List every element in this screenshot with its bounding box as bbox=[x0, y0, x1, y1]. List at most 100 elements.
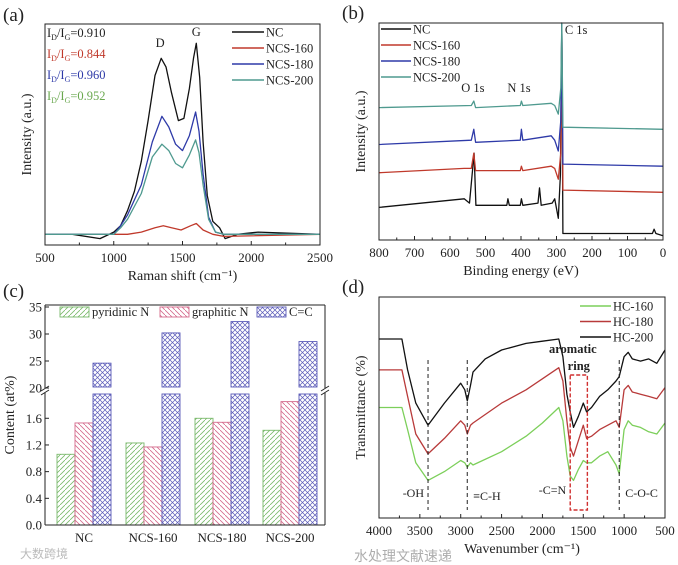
y-axis-title: Intensity (a.u.) bbox=[20, 93, 35, 175]
legend-label: NCS-160 bbox=[413, 39, 460, 53]
panel-label-c: (c) bbox=[3, 281, 24, 302]
ratio-sub1: D bbox=[51, 75, 57, 84]
legend-label: HC-180 bbox=[613, 315, 653, 329]
series-line-ncs-160 bbox=[45, 222, 321, 238]
band-label: -C=N bbox=[539, 483, 567, 497]
series-line-ncs-200 bbox=[378, 22, 664, 130]
ratio-value: =0.952 bbox=[70, 89, 105, 103]
x-category-label: NCS-180 bbox=[197, 530, 246, 545]
x-category-label: NCS-200 bbox=[265, 530, 314, 545]
x-tick-label: 1500 bbox=[170, 250, 196, 265]
y-tick-label: 20 bbox=[29, 381, 42, 396]
ratio-prefix: I bbox=[47, 89, 51, 103]
y-axis-title: Content (at%) bbox=[3, 375, 18, 454]
x-tick-label: 1000 bbox=[611, 523, 637, 538]
panel-d: 4000 3500 3000 2500 2000 1500 1000 500 Wavenumbe… bbox=[354, 296, 675, 557]
ratio-sub1: D bbox=[51, 96, 57, 105]
x-tick-label: 700 bbox=[405, 245, 425, 260]
x-tick-label: 4000 bbox=[366, 523, 392, 538]
y-tick-label: 35 bbox=[29, 300, 42, 315]
x-tick-label: 1000 bbox=[101, 250, 127, 265]
bar-lower-segment bbox=[92, 393, 112, 526]
bar-graphitic-n bbox=[280, 401, 300, 526]
ratio-sub2: G bbox=[65, 75, 71, 84]
bar-pyridinic-n bbox=[56, 453, 76, 526]
x-tick-label: 800 bbox=[369, 245, 389, 260]
x-category-label: NC bbox=[75, 530, 93, 545]
bar-pyridinic-n bbox=[262, 429, 282, 526]
peak-label: C 1s bbox=[565, 23, 588, 37]
legend-label: NC bbox=[266, 26, 283, 40]
axis-break-icon bbox=[320, 385, 330, 396]
x-tick-label: 400 bbox=[511, 245, 531, 260]
bar-upper-segment bbox=[230, 321, 250, 388]
bar-graphitic-n bbox=[74, 422, 94, 526]
x-tick-label: 200 bbox=[582, 245, 602, 260]
series-line-hc-200 bbox=[379, 338, 666, 429]
bar-graphitic-n bbox=[212, 421, 232, 526]
bar-upper-segment bbox=[298, 341, 318, 388]
x-tick-label: 2000 bbox=[529, 523, 555, 538]
ratio-mid: /I bbox=[57, 89, 65, 103]
panel-label-a: (a) bbox=[3, 5, 24, 26]
x-tick-label: 600 bbox=[440, 245, 460, 260]
aromatic-ring-region-box bbox=[569, 374, 589, 511]
y-axis-title: Transmittance (%) bbox=[354, 355, 369, 459]
id-ig-ratio-label: ID/IG=0.952 bbox=[47, 89, 106, 105]
ratio-value: =0.960 bbox=[70, 68, 105, 82]
series-line-nc bbox=[378, 22, 664, 237]
legend-label: HC-160 bbox=[613, 300, 653, 314]
y-tick-label: 0.8 bbox=[26, 464, 42, 479]
bar-lower-segment bbox=[298, 393, 318, 526]
ratio-value: =0.844 bbox=[70, 47, 106, 61]
ratio-sub2: G bbox=[65, 54, 71, 63]
bar-pyridinic-n bbox=[194, 417, 214, 526]
ratio-mid: /I bbox=[57, 26, 65, 40]
ratio-sub2: G bbox=[65, 33, 71, 42]
watermark-right: 水处理文献速递 bbox=[354, 549, 452, 565]
y-tick-label: 30 bbox=[29, 327, 42, 342]
legend-label: pyridinic N bbox=[92, 305, 149, 319]
watermark-left: 大数跨境 bbox=[20, 546, 68, 561]
region-label-line1: aromatic bbox=[549, 342, 597, 356]
x-axis-title: Raman shift (cm⁻¹) bbox=[128, 269, 238, 284]
x-tick-label: 500 bbox=[35, 250, 55, 265]
ratio-value: =0.910 bbox=[70, 26, 105, 40]
panel-b: 800 700 600 500 400 300 200 100 0 Binding energy … bbox=[354, 22, 666, 279]
ratio-mid: /I bbox=[57, 68, 65, 82]
bar-lower-segment bbox=[161, 393, 181, 526]
ratio-prefix: I bbox=[47, 26, 51, 40]
id-ig-ratio-label: ID/IG=0.960 bbox=[47, 68, 106, 84]
x-axis-title: Binding energy (eV) bbox=[463, 264, 579, 279]
ratio-sub2: G bbox=[65, 96, 71, 105]
bar-graphitic-n bbox=[143, 446, 163, 526]
x-tick-label: 300 bbox=[547, 245, 567, 260]
y-axis-title: Intensity (a.u.) bbox=[354, 90, 369, 172]
peak-label: N 1s bbox=[507, 81, 530, 95]
x-tick-label: 3000 bbox=[448, 523, 474, 538]
legend-label: NCS-160 bbox=[266, 42, 313, 56]
band-label: ≡C-H bbox=[473, 489, 501, 503]
x-tick-label: 500 bbox=[476, 245, 496, 260]
legend-label: NC bbox=[413, 23, 430, 37]
y-tick-label: 25 bbox=[29, 354, 42, 369]
x-tick-label: 100 bbox=[618, 245, 638, 260]
series-line-ncs-200 bbox=[45, 139, 320, 235]
legend-label: NCS-200 bbox=[413, 71, 460, 85]
region-label-line2: ring bbox=[568, 359, 591, 373]
legend-swatch bbox=[59, 306, 90, 318]
ratio-sub1: D bbox=[51, 33, 57, 42]
bar-upper-segment bbox=[92, 362, 112, 388]
legend-label: graphitic N bbox=[192, 305, 249, 319]
id-ig-ratio-label: ID/IG=0.844 bbox=[47, 47, 106, 63]
x-tick-label: 2500 bbox=[489, 523, 515, 538]
legend-label: HC-200 bbox=[613, 331, 653, 345]
panel-label-d: (d) bbox=[342, 277, 364, 298]
panel-label-b: (b) bbox=[342, 3, 364, 24]
ratio-prefix: I bbox=[47, 47, 51, 61]
band-label: C-O-C bbox=[625, 486, 658, 500]
ratio-prefix: I bbox=[47, 68, 51, 82]
legend-label: C=C bbox=[289, 305, 313, 319]
x-category-label: NCS-160 bbox=[128, 530, 177, 545]
bar-upper-segment bbox=[161, 332, 181, 388]
